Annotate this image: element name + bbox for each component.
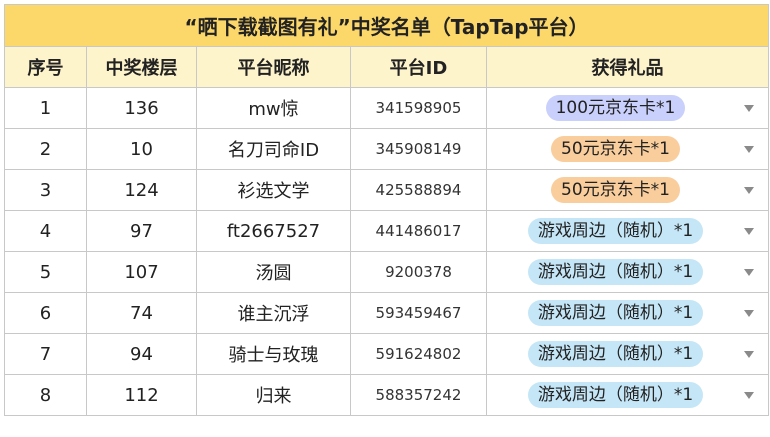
prize-chip: 游戏周边（随机）*1 xyxy=(527,382,704,408)
cell-platform-id[interactable]: 591624802 xyxy=(350,333,487,375)
table-row: 2 10 名刀司命ID 345908149 50元京东卡*1 xyxy=(4,128,769,170)
cell-index[interactable]: 3 xyxy=(4,169,87,211)
cell-index[interactable]: 7 xyxy=(4,333,87,375)
prize-chip: 游戏周边（随机）*1 xyxy=(527,218,704,244)
cell-floor[interactable]: 10 xyxy=(86,128,197,170)
cell-floor[interactable]: 107 xyxy=(86,251,197,293)
cell-nickname[interactable]: 汤圆 xyxy=(196,251,351,293)
prize-chip: 游戏周边（随机）*1 xyxy=(527,259,704,285)
cell-floor[interactable]: 94 xyxy=(86,333,197,375)
table-row: 7 94 骑士与玫瑰 591624802 游戏周边（随机）*1 xyxy=(4,333,769,375)
cell-index[interactable]: 6 xyxy=(4,292,87,334)
cell-platform-id[interactable]: 425588894 xyxy=(350,169,487,211)
table-row: 5 107 汤圆 9200378 游戏周边（随机）*1 xyxy=(4,251,769,293)
prize-chip: 50元京东卡*1 xyxy=(551,136,680,162)
winners-table: “晒下载截图有礼”中奖名单（TapTap平台） 序号 中奖楼层 平台昵称 平台I… xyxy=(4,4,769,416)
cell-nickname[interactable]: ft2667527 xyxy=(196,210,351,252)
header-platform-id[interactable]: 平台ID xyxy=(350,46,487,88)
table-row: 4 97 ft2667527 441486017 游戏周边（随机）*1 xyxy=(4,210,769,252)
cell-index[interactable]: 5 xyxy=(4,251,87,293)
dropdown-arrow-icon[interactable] xyxy=(744,392,754,399)
cell-floor[interactable]: 97 xyxy=(86,210,197,252)
title-row: “晒下载截图有礼”中奖名单（TapTap平台） xyxy=(4,4,769,47)
prize-chip: 50元京东卡*1 xyxy=(551,177,680,203)
dropdown-arrow-icon[interactable] xyxy=(744,310,754,317)
dropdown-arrow-icon[interactable] xyxy=(744,228,754,235)
table-row: 1 136 mw惊 341598905 100元京东卡*1 xyxy=(4,87,769,129)
cell-floor[interactable]: 112 xyxy=(86,374,197,416)
cell-prize[interactable]: 50元京东卡*1 xyxy=(486,169,769,211)
cell-nickname[interactable]: 名刀司命ID xyxy=(196,128,351,170)
cell-floor[interactable]: 136 xyxy=(86,87,197,129)
table-row: 8 112 归来 588357242 游戏周边（随机）*1 xyxy=(4,374,769,416)
cell-platform-id[interactable]: 588357242 xyxy=(350,374,487,416)
cell-nickname[interactable]: 谁主沉浮 xyxy=(196,292,351,334)
cell-index[interactable]: 4 xyxy=(4,210,87,252)
cell-index[interactable]: 1 xyxy=(4,87,87,129)
cell-platform-id[interactable]: 9200378 xyxy=(350,251,487,293)
dropdown-arrow-icon[interactable] xyxy=(744,146,754,153)
dropdown-arrow-icon[interactable] xyxy=(744,269,754,276)
table-row: 3 124 衫选文学 425588894 50元京东卡*1 xyxy=(4,169,769,211)
dropdown-arrow-icon[interactable] xyxy=(744,187,754,194)
cell-index[interactable]: 8 xyxy=(4,374,87,416)
header-prize[interactable]: 获得礼品 xyxy=(486,46,769,88)
cell-nickname[interactable]: mw惊 xyxy=(196,87,351,129)
cell-platform-id[interactable]: 341598905 xyxy=(350,87,487,129)
cell-floor[interactable]: 124 xyxy=(86,169,197,211)
header-index[interactable]: 序号 xyxy=(4,46,87,88)
cell-prize[interactable]: 游戏周边（随机）*1 xyxy=(486,210,769,252)
cell-index[interactable]: 2 xyxy=(4,128,87,170)
header-nickname[interactable]: 平台昵称 xyxy=(196,46,351,88)
cell-platform-id[interactable]: 441486017 xyxy=(350,210,487,252)
cell-nickname[interactable]: 衫选文学 xyxy=(196,169,351,211)
prize-chip: 游戏周边（随机）*1 xyxy=(527,300,704,326)
cell-nickname[interactable]: 骑士与玫瑰 xyxy=(196,333,351,375)
table-row: 6 74 谁主沉浮 593459467 游戏周边（随机）*1 xyxy=(4,292,769,334)
cell-floor[interactable]: 74 xyxy=(86,292,197,334)
cell-prize[interactable]: 游戏周边（随机）*1 xyxy=(486,333,769,375)
prize-chip: 100元京东卡*1 xyxy=(545,95,686,121)
table-title[interactable]: “晒下载截图有礼”中奖名单（TapTap平台） xyxy=(4,4,769,47)
header-floor[interactable]: 中奖楼层 xyxy=(86,46,197,88)
cell-prize[interactable]: 100元京东卡*1 xyxy=(486,87,769,129)
cell-prize[interactable]: 游戏周边（随机）*1 xyxy=(486,374,769,416)
cell-platform-id[interactable]: 345908149 xyxy=(350,128,487,170)
cell-nickname[interactable]: 归来 xyxy=(196,374,351,416)
prize-chip: 游戏周边（随机）*1 xyxy=(527,341,704,367)
dropdown-arrow-icon[interactable] xyxy=(744,105,754,112)
header-row: 序号 中奖楼层 平台昵称 平台ID 获得礼品 xyxy=(4,46,769,88)
cell-prize[interactable]: 游戏周边（随机）*1 xyxy=(486,292,769,334)
dropdown-arrow-icon[interactable] xyxy=(744,351,754,358)
cell-platform-id[interactable]: 593459467 xyxy=(350,292,487,334)
cell-prize[interactable]: 游戏周边（随机）*1 xyxy=(486,251,769,293)
cell-prize[interactable]: 50元京东卡*1 xyxy=(486,128,769,170)
